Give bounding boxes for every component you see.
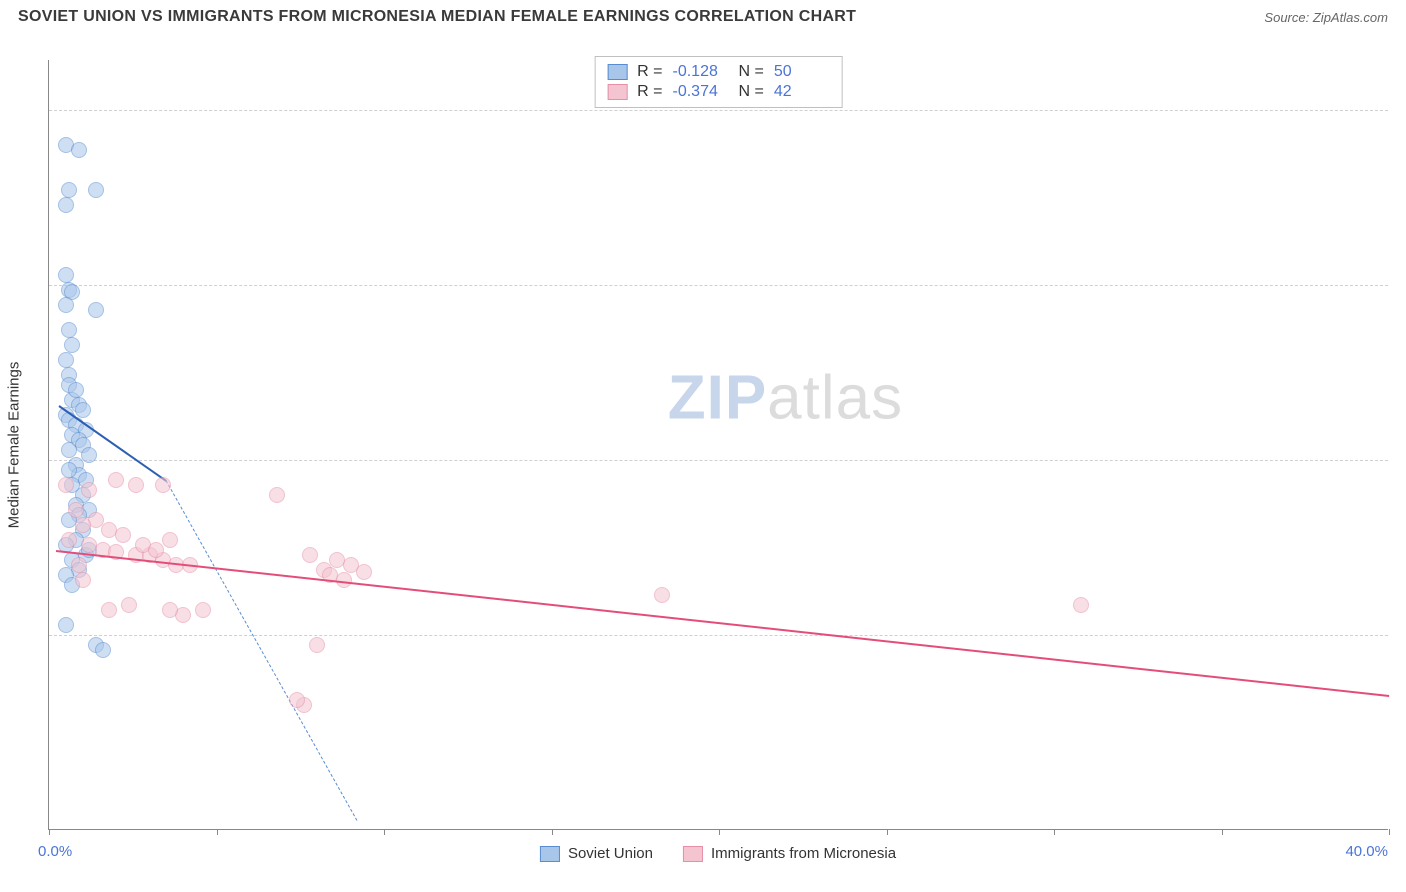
plot-container: Median Female Earnings ZIPatlas R = -0.1… — [48, 60, 1388, 830]
y-axis-title: Median Female Earnings — [6, 362, 23, 529]
x-axis-min-label: 0.0% — [38, 843, 72, 860]
x-axis-max-label: 40.0% — [1345, 843, 1388, 860]
data-point — [68, 382, 84, 398]
data-point — [71, 557, 87, 573]
data-point — [329, 552, 345, 568]
stats-row-micronesia: R = -0.374 N = 42 — [607, 83, 830, 101]
plot-area: ZIPatlas R = -0.128 N = 50 R = -0.374 N … — [48, 60, 1388, 830]
data-point — [654, 587, 670, 603]
data-point — [81, 447, 97, 463]
x-tick-mark — [719, 829, 720, 835]
grid-line — [49, 460, 1388, 461]
legend-item-soviet: Soviet Union — [540, 845, 653, 862]
data-point — [1073, 597, 1089, 613]
data-point — [61, 442, 77, 458]
data-point — [61, 532, 77, 548]
data-point — [68, 502, 84, 518]
data-point — [356, 564, 372, 580]
swatch-micronesia — [607, 84, 627, 100]
data-point — [162, 532, 178, 548]
data-point — [58, 617, 74, 633]
data-point — [162, 602, 178, 618]
r-value-soviet: -0.128 — [673, 63, 729, 81]
data-point — [121, 597, 137, 613]
correlation-stats-box: R = -0.128 N = 50 R = -0.374 N = 42 — [594, 56, 843, 108]
n-label: N = — [739, 83, 764, 101]
data-point — [108, 472, 124, 488]
data-point — [155, 477, 171, 493]
data-point — [61, 182, 77, 198]
data-point — [115, 527, 131, 543]
data-point — [58, 197, 74, 213]
title-bar: SOVIET UNION VS IMMIGRANTS FROM MICRONES… — [0, 0, 1406, 30]
n-value-micronesia: 42 — [774, 83, 830, 101]
y-tick-label: $62,500 — [1398, 277, 1406, 294]
data-point — [81, 482, 97, 498]
n-value-soviet: 50 — [774, 63, 830, 81]
data-point — [75, 572, 91, 588]
bottom-legend: Soviet Union Immigrants from Micronesia — [540, 845, 896, 862]
r-value-micronesia: -0.374 — [673, 83, 729, 101]
data-point — [58, 477, 74, 493]
data-point — [58, 297, 74, 313]
x-tick-mark — [1222, 829, 1223, 835]
data-point — [75, 517, 91, 533]
data-point — [88, 302, 104, 318]
swatch-soviet — [607, 64, 627, 80]
data-point — [148, 542, 164, 558]
data-point — [75, 402, 91, 418]
legend-swatch-soviet — [540, 846, 560, 862]
watermark-atlas: atlas — [767, 364, 903, 433]
data-point — [58, 352, 74, 368]
trend-line-dashed — [166, 480, 358, 820]
data-point — [195, 602, 211, 618]
y-tick-label: $45,000 — [1398, 452, 1406, 469]
x-tick-mark — [887, 829, 888, 835]
legend-label-micronesia: Immigrants from Micronesia — [711, 845, 896, 862]
data-point — [61, 462, 77, 478]
grid-line — [49, 635, 1388, 636]
grid-line — [49, 110, 1388, 111]
x-tick-mark — [384, 829, 385, 835]
data-point — [302, 547, 318, 563]
data-point — [309, 637, 325, 653]
grid-line — [49, 285, 1388, 286]
data-point — [71, 142, 87, 158]
data-point — [101, 602, 117, 618]
x-tick-mark — [1389, 829, 1390, 835]
data-point — [289, 692, 305, 708]
y-tick-label: $27,500 — [1398, 627, 1406, 644]
chart-title: SOVIET UNION VS IMMIGRANTS FROM MICRONES… — [18, 8, 856, 26]
data-point — [88, 182, 104, 198]
stats-row-soviet: R = -0.128 N = 50 — [607, 63, 830, 81]
x-tick-mark — [552, 829, 553, 835]
r-label: R = — [637, 63, 662, 81]
data-point — [64, 337, 80, 353]
x-tick-mark — [49, 829, 50, 835]
data-point — [269, 487, 285, 503]
n-label: N = — [739, 63, 764, 81]
source-label: Source: — [1264, 10, 1309, 25]
trend-line — [56, 550, 1390, 697]
data-point — [128, 477, 144, 493]
source-attribution: Source: ZipAtlas.com — [1264, 10, 1388, 25]
legend-swatch-micronesia — [683, 846, 703, 862]
x-tick-mark — [1054, 829, 1055, 835]
watermark-zip: ZIP — [668, 364, 767, 433]
data-point — [95, 642, 111, 658]
x-tick-mark — [217, 829, 218, 835]
legend-item-micronesia: Immigrants from Micronesia — [683, 845, 896, 862]
source-value: ZipAtlas.com — [1313, 10, 1388, 25]
legend-label-soviet: Soviet Union — [568, 845, 653, 862]
r-label: R = — [637, 83, 662, 101]
watermark: ZIPatlas — [668, 363, 903, 434]
data-point — [61, 322, 77, 338]
y-tick-label: $80,000 — [1398, 102, 1406, 119]
data-point — [58, 267, 74, 283]
